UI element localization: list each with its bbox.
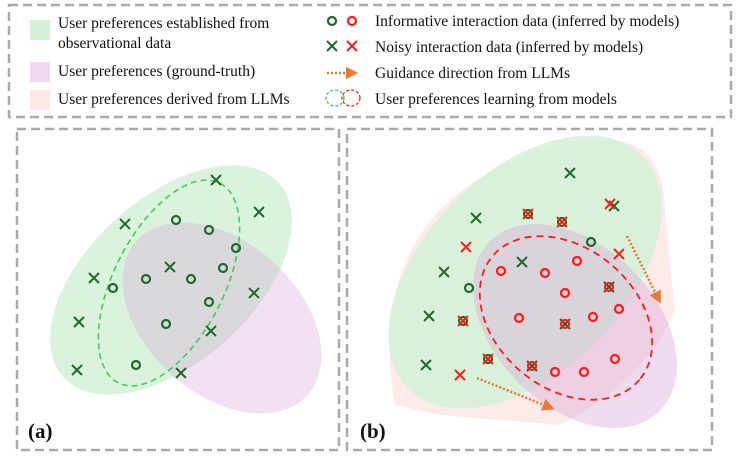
informative-point [613,303,625,315]
informative-point [203,224,215,236]
noisy-point [470,212,482,224]
noisy-point [454,369,466,381]
informative-point [559,287,571,299]
panel-b: (b) [345,127,714,452]
informative-point [522,208,534,220]
informative-point [140,273,152,285]
informative-point [217,262,229,274]
model-learned-region [478,235,654,401]
legend-label-observational-2: observational data [58,35,171,52]
noisy-point [482,353,494,365]
informative-point [107,282,119,294]
noisy-point [248,287,260,299]
informative-point [571,255,583,267]
noisy-point [88,272,100,284]
legend-label-noisy: Noisy interaction data (inferred by mode… [375,39,643,56]
informative-point [170,214,182,226]
legend-label-ground-truth: User preferences (ground-truth) [58,63,255,80]
legend-label-guidance: Guidance direction from LLMs [375,65,570,82]
informative-point [203,296,215,308]
informative-point [585,236,597,248]
noisy-point [205,325,217,337]
informative-point [457,315,469,327]
informative-point [526,360,538,372]
legend: User preferences established from observ… [7,3,733,119]
noisy-point [522,208,534,220]
panel-a: (a) [15,127,341,452]
ground-truth-region [473,224,677,428]
informative-point [587,311,599,323]
noisy-point [253,206,265,218]
dashed-ellipses-icon [325,89,361,107]
observational-region [388,135,662,409]
informative-point [230,242,242,254]
observational-region [50,165,292,395]
legend-label-learning: User preferences learning from models [375,91,617,108]
cross-markers-icon [326,40,358,52]
noisy-point [457,315,469,327]
legend-label-observational-1: User preferences established from [58,15,269,32]
informative-point [160,318,172,330]
noisy-point [460,241,472,253]
guidance-arrow [625,235,661,304]
informative-point [578,366,590,378]
legend-swatch-observational [30,20,50,40]
noisy-point [564,167,576,179]
informative-point [609,353,621,365]
informative-point [556,216,568,228]
informative-point [513,312,525,324]
noisy-point [556,216,568,228]
noisy-point [73,316,85,328]
noisy-point [613,248,625,260]
noisy-point [423,310,435,322]
noisy-point [604,198,616,210]
informative-point [185,273,197,285]
noisy-point [420,359,432,371]
noisy-point [438,266,450,278]
informative-point [482,353,494,365]
noisy-point [210,174,222,186]
noisy-point [119,218,131,230]
informative-point [130,359,142,371]
legend-label-llm: User preferences derived from LLMs [58,91,290,108]
legend-swatch-ground-truth [30,62,50,82]
informative-point [495,265,507,277]
panel-a-label: (a) [28,419,53,443]
noisy-point [164,261,176,273]
panel-b-label: (b) [360,419,386,443]
informative-point [463,282,475,294]
guidance-arrow [476,376,555,411]
noisy-point [71,364,83,376]
informative-point [603,281,615,293]
informative-point [549,366,561,378]
legend-label-informative: Informative interaction data (inferred b… [375,13,679,30]
noisy-point [175,367,187,379]
circle-markers-icon [326,15,358,27]
informative-point [559,318,571,330]
legend-swatch-llm [30,90,50,110]
noisy-point [516,256,528,268]
informative-point [539,267,551,279]
